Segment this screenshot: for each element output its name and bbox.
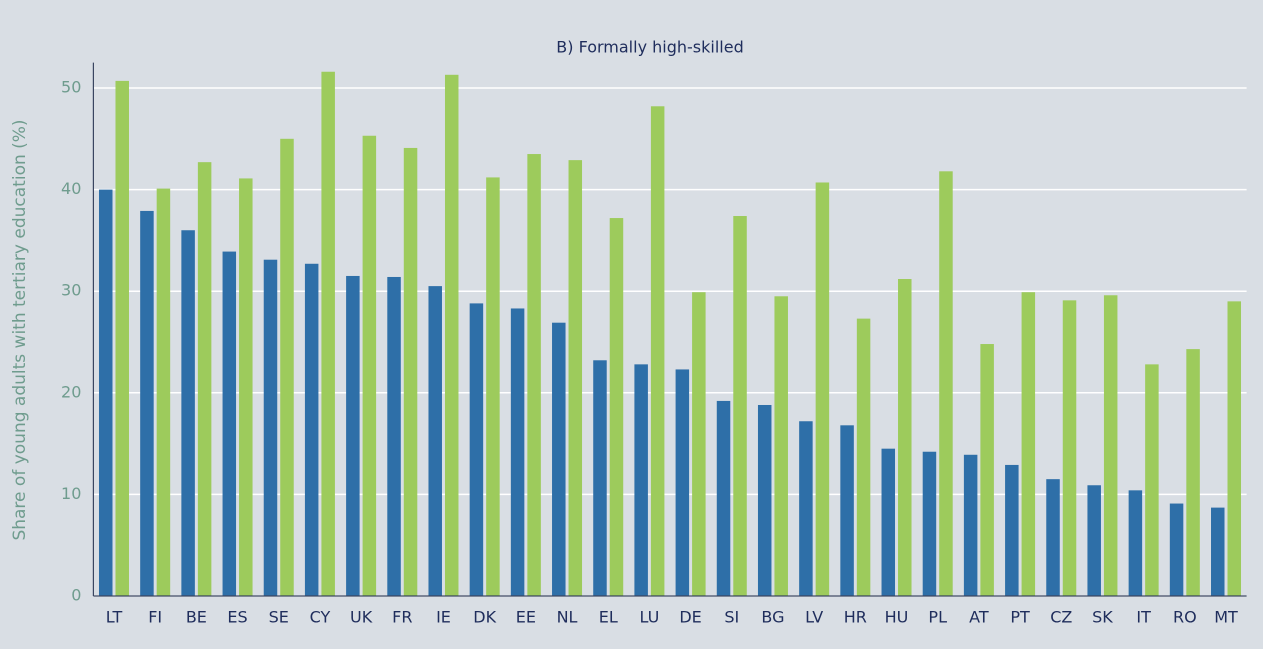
bar [898, 279, 912, 596]
bar [321, 71, 335, 596]
bar [980, 344, 994, 596]
x-tick-label: SK [1092, 608, 1113, 627]
x-tick-label: FI [148, 608, 162, 627]
bar [362, 135, 377, 596]
bar [1103, 295, 1118, 596]
x-tick-label: SE [269, 608, 289, 627]
y-tick-label: 10 [61, 484, 81, 503]
bar [304, 263, 319, 596]
bar [634, 364, 648, 596]
bar [568, 160, 583, 597]
bar [428, 286, 442, 596]
bar [1186, 349, 1200, 596]
bar [222, 251, 237, 597]
bar [757, 404, 772, 596]
bar [963, 454, 978, 596]
bar [1227, 301, 1242, 596]
x-tick-label: PL [928, 608, 947, 627]
x-tick-label: DK [473, 608, 496, 627]
x-tick-label: BE [186, 608, 207, 627]
bar [527, 154, 541, 597]
bar [856, 318, 871, 596]
bar [140, 210, 154, 596]
bar [263, 259, 278, 596]
bar [552, 322, 566, 596]
x-tick-label: AT [969, 608, 989, 627]
bar [840, 425, 854, 596]
x-tick-label: MT [1214, 608, 1238, 627]
x-tick-label: FR [392, 608, 412, 627]
x-tick-label: SI [724, 608, 739, 627]
bar [387, 276, 401, 596]
x-tick-label: HR [844, 608, 867, 627]
bar [692, 292, 706, 596]
y-tick-label: 0 [71, 586, 81, 605]
bar [815, 182, 830, 596]
x-tick-label: IT [1136, 608, 1151, 627]
y-tick-label: 40 [61, 179, 81, 198]
y-tick-label: 20 [61, 382, 81, 401]
bar [593, 360, 607, 596]
bar [510, 308, 525, 596]
x-tick-label: CY [310, 608, 331, 627]
x-tick-label: UK [350, 608, 373, 627]
bar [1211, 507, 1225, 596]
x-tick-label: CZ [1050, 608, 1072, 627]
bar [733, 216, 747, 597]
x-tick-label: HU [885, 608, 909, 627]
x-tick-label: DE [679, 608, 701, 627]
bar [922, 451, 937, 596]
bar [881, 448, 896, 596]
bar [239, 178, 253, 596]
bar [1087, 485, 1101, 596]
y-tick-label: 30 [61, 281, 81, 300]
bar [1046, 479, 1060, 596]
bar [675, 369, 690, 596]
bar [156, 188, 171, 597]
x-tick-label: RO [1173, 608, 1197, 627]
bar [1005, 464, 1019, 596]
x-tick-label: EE [516, 608, 536, 627]
bar [469, 303, 484, 596]
x-tick-label: LU [639, 608, 659, 627]
bar [716, 400, 731, 596]
x-tick-label: LV [805, 608, 823, 627]
bar [444, 74, 459, 597]
bar [609, 218, 624, 596]
bar [181, 230, 195, 597]
bar [1145, 364, 1159, 596]
y-tick-label: 50 [61, 78, 81, 97]
bar [280, 138, 294, 597]
bar [98, 189, 113, 596]
x-tick-label: EL [599, 608, 618, 627]
bar [939, 171, 953, 596]
x-tick-label: NL [557, 608, 578, 627]
x-tick-label: PT [1010, 608, 1030, 627]
bar [774, 296, 788, 596]
bar [1021, 292, 1036, 596]
x-tick-label: LT [106, 608, 123, 627]
x-tick-label: IE [436, 608, 451, 627]
bar [115, 80, 129, 596]
bar [403, 147, 418, 596]
bar [799, 421, 813, 596]
x-tick-label: BG [761, 608, 784, 627]
bar [486, 177, 500, 596]
chart-title: B) Formally high-skilled [556, 38, 743, 57]
y-axis-label: Share of young adults with tertiary educ… [10, 119, 30, 540]
bar [1128, 490, 1143, 596]
bar [1062, 300, 1077, 596]
bar [346, 275, 360, 596]
bar [1169, 503, 1184, 596]
bar [197, 162, 212, 596]
x-tick-label: ES [227, 608, 247, 627]
bar [650, 106, 665, 597]
